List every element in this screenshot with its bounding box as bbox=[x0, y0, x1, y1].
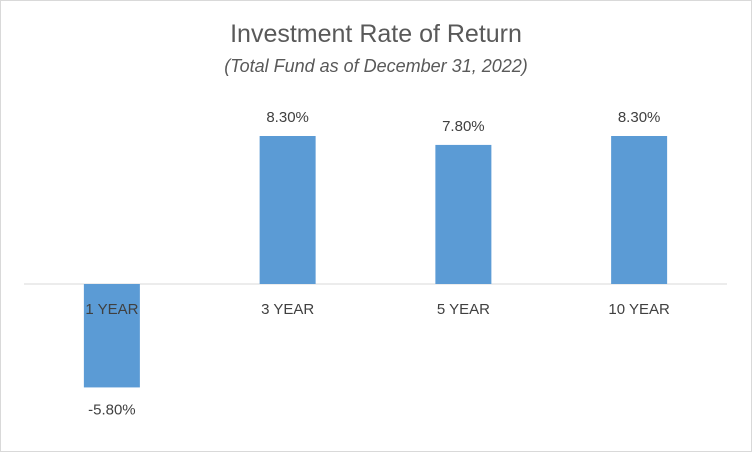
data-label: 7.80% bbox=[442, 118, 485, 135]
bar-10-year bbox=[611, 136, 668, 284]
bar-5-year bbox=[435, 144, 492, 284]
x-tick-label: 10 YEAR bbox=[608, 301, 670, 318]
x-tick-label: 5 YEAR bbox=[437, 301, 490, 318]
x-tick-label: 1 YEAR bbox=[85, 301, 138, 318]
chart-title: Investment Rate of Return bbox=[230, 20, 522, 48]
bar-3-year bbox=[259, 136, 316, 284]
data-label: 8.30% bbox=[266, 109, 309, 126]
x-tick-label: 3 YEAR bbox=[261, 301, 314, 318]
data-label: -5.80% bbox=[88, 401, 136, 418]
data-label: 8.30% bbox=[618, 109, 661, 126]
bar-1-year bbox=[83, 284, 140, 388]
chart-subtitle: (Total Fund as of December 31, 2022) bbox=[224, 56, 528, 76]
